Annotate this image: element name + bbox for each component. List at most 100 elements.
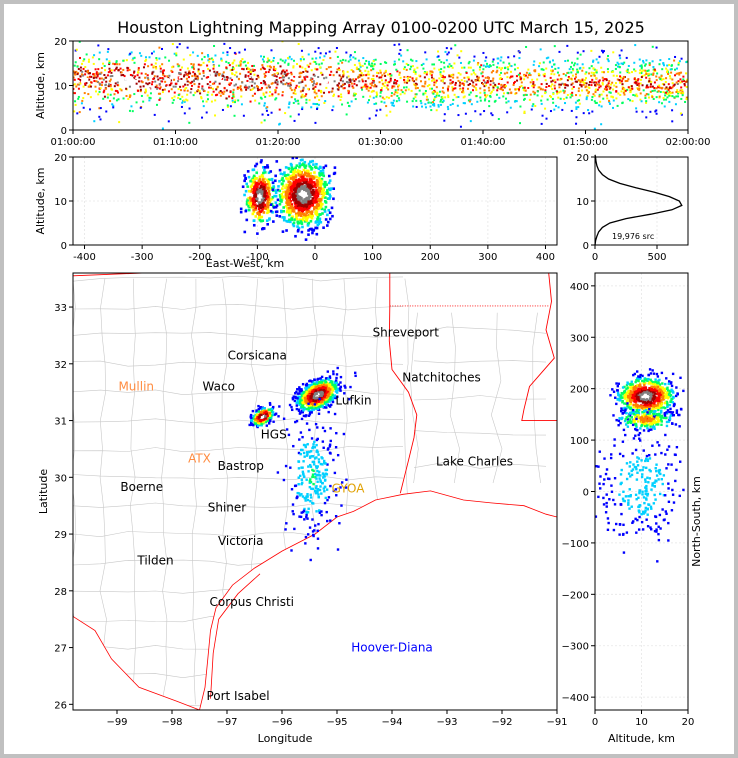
time-altitude-panel: 01:00:00 01:10:00 01:20:00 01:30:00 01:40:00… bbox=[34, 37, 710, 148]
source-point bbox=[498, 73, 501, 76]
source-point bbox=[105, 110, 108, 113]
source-point bbox=[261, 209, 264, 212]
source-point bbox=[77, 95, 80, 98]
source-point bbox=[332, 372, 335, 376]
source-point bbox=[582, 83, 585, 86]
source-point bbox=[74, 103, 77, 106]
source-point bbox=[532, 81, 535, 84]
source-point bbox=[266, 222, 269, 226]
time-altitude-ylabel: Altitude, km bbox=[34, 52, 47, 119]
source-point bbox=[310, 185, 314, 189]
source-point bbox=[609, 86, 612, 89]
source-point bbox=[660, 74, 663, 77]
source-point bbox=[414, 84, 417, 87]
source-point bbox=[318, 177, 321, 181]
source-point bbox=[120, 74, 123, 77]
source-point bbox=[263, 72, 266, 75]
source-point bbox=[79, 78, 82, 81]
source-point bbox=[305, 389, 308, 392]
source-point bbox=[259, 68, 262, 71]
source-point bbox=[207, 55, 210, 58]
source-point bbox=[321, 73, 324, 76]
source-point bbox=[122, 73, 125, 76]
source-point bbox=[228, 64, 231, 67]
source-point bbox=[311, 402, 315, 405]
source-point bbox=[603, 78, 606, 81]
source-point bbox=[317, 400, 320, 403]
source-point bbox=[293, 184, 297, 188]
source-point bbox=[502, 92, 505, 95]
source-point bbox=[645, 100, 648, 103]
source-point bbox=[257, 90, 260, 93]
source-point bbox=[173, 52, 176, 55]
source-point bbox=[302, 163, 306, 167]
source-point bbox=[301, 225, 304, 229]
source-point bbox=[228, 83, 231, 86]
source-point bbox=[258, 203, 262, 207]
source-point bbox=[655, 75, 658, 78]
source-point bbox=[108, 61, 111, 64]
source-point bbox=[599, 85, 602, 88]
source-point bbox=[333, 380, 337, 384]
source-point bbox=[262, 82, 265, 85]
source-point bbox=[274, 81, 277, 84]
source-point bbox=[666, 69, 669, 72]
source-point bbox=[265, 109, 268, 112]
source-point bbox=[232, 95, 235, 98]
source-point bbox=[386, 84, 389, 87]
source-point bbox=[80, 73, 83, 76]
source-point bbox=[323, 102, 326, 105]
source-point bbox=[508, 88, 511, 91]
source-point bbox=[396, 70, 399, 73]
source-point bbox=[347, 81, 350, 84]
source-point bbox=[243, 179, 246, 183]
county-border bbox=[99, 278, 107, 705]
source-point bbox=[459, 125, 462, 128]
source-point bbox=[242, 68, 245, 71]
source-point bbox=[319, 184, 323, 188]
source-point bbox=[197, 77, 200, 80]
source-point bbox=[214, 94, 217, 97]
source-point bbox=[110, 69, 113, 72]
source-point bbox=[320, 179, 323, 183]
source-point bbox=[620, 76, 623, 79]
source-point bbox=[437, 104, 440, 107]
source-point bbox=[193, 83, 196, 86]
source-point bbox=[315, 68, 318, 71]
source-point bbox=[294, 194, 297, 198]
source-point bbox=[450, 65, 453, 68]
source-point bbox=[322, 59, 325, 62]
source-point bbox=[659, 78, 662, 81]
source-point bbox=[397, 85, 400, 88]
source-point bbox=[435, 94, 438, 97]
source-point bbox=[93, 120, 96, 123]
source-point bbox=[268, 199, 272, 202]
source-point bbox=[222, 71, 225, 74]
source-point bbox=[572, 69, 575, 72]
source-point bbox=[100, 77, 103, 80]
source-point bbox=[244, 64, 247, 67]
source-point bbox=[315, 404, 318, 407]
source-point bbox=[346, 76, 349, 79]
source-point bbox=[614, 64, 617, 67]
source-point bbox=[316, 95, 319, 98]
source-point bbox=[551, 97, 554, 100]
source-point bbox=[596, 88, 599, 91]
source-point bbox=[206, 53, 209, 56]
source-point bbox=[479, 91, 482, 94]
source-point bbox=[263, 67, 266, 70]
source-point bbox=[563, 91, 566, 94]
source-point bbox=[259, 96, 262, 99]
source-point bbox=[317, 75, 320, 78]
source-point bbox=[612, 88, 615, 91]
source-point bbox=[209, 82, 212, 85]
source-point bbox=[124, 78, 127, 81]
source-point bbox=[313, 74, 316, 77]
time-altitude-xtick-label: 01:40:00 bbox=[461, 137, 506, 148]
source-point bbox=[229, 47, 232, 50]
source-point bbox=[324, 205, 328, 209]
source-point bbox=[140, 54, 143, 57]
source-point bbox=[258, 216, 262, 219]
source-point bbox=[274, 191, 278, 195]
source-point bbox=[301, 392, 305, 396]
